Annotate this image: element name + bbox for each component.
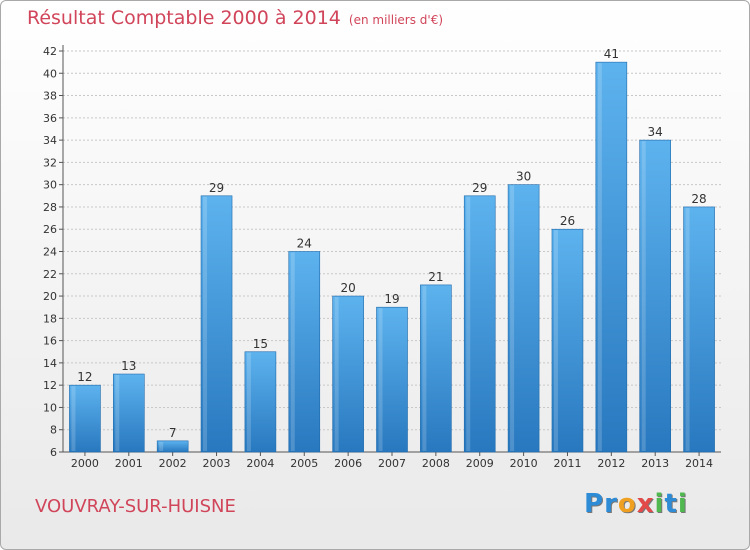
bar-highlight [246,352,251,451]
bar [507,184,540,453]
bar [69,384,101,453]
bar-value-label: 12 [77,370,92,384]
chart-subtitle: (en milliers d'€) [348,13,444,27]
x-tick-label: 2004 [246,457,274,470]
chart-title-text: Résultat Comptable 2000 à 2014 [27,7,341,29]
bar [200,195,233,453]
x-tick-label: 2009 [466,457,494,470]
bar [639,139,672,453]
x-tick-label: 2001 [115,457,143,470]
x-tick-label: 2014 [685,457,713,470]
y-tick-label: 30 [43,179,57,192]
x-tick-label: 2012 [597,457,625,470]
y-tick-label: 20 [43,290,57,303]
logo-letter: t [664,489,678,519]
bar-highlight [685,207,690,451]
x-tick-label: 2003 [203,457,231,470]
chart-title: Résultat Comptable 2000 à 2014 (en millie… [27,7,443,29]
y-tick-label: 40 [43,67,57,80]
bar [420,284,452,453]
bar-highlight [115,375,120,451]
y-tick-label: 36 [43,112,57,125]
y-tick-label: 38 [43,90,57,103]
bar-highlight [422,285,427,451]
bar-value-label: 29 [472,181,487,195]
bar-value-label: 7 [169,426,177,440]
bar-highlight [71,386,76,451]
x-tick-label: 2010 [510,457,538,470]
y-tick-label: 12 [43,379,57,392]
bar-highlight [159,441,164,451]
bar-highlight [334,297,339,451]
bar [244,351,277,453]
bar [156,440,189,453]
bar-value-label: 34 [648,125,663,139]
bar-value-label: 24 [297,237,312,251]
bar-highlight [290,252,295,451]
x-tick-label: 2000 [71,457,99,470]
x-tick-label: 2011 [553,457,581,470]
bar-value-label: 30 [516,170,531,184]
bar [683,206,715,453]
x-tick-label: 2002 [159,457,187,470]
proxiti-logo: Proxiti [584,489,688,519]
commune-name: VOUVRAY-SUR-HUISNE [35,496,236,517]
bar-value-label: 20 [340,281,355,295]
bar-value-label: 21 [428,270,443,284]
bar-value-label: 41 [604,47,619,61]
y-tick-label: 26 [43,223,57,236]
bar-highlight [553,230,558,451]
bar [595,61,628,453]
y-tick-label: 14 [43,357,57,370]
bar-highlight [203,196,208,451]
logo-letter: o [617,489,637,519]
bar-highlight [597,63,602,452]
bar-value-label: 13 [121,359,136,373]
y-tick-label: 6 [50,446,57,459]
x-tick-label: 2013 [641,457,669,470]
bar-highlight [378,308,383,451]
bar [288,251,321,453]
bar [113,373,145,453]
logo-letter: i [654,489,665,519]
y-tick-label: 28 [43,201,57,214]
axes: 6 8 10 12 14 16 18 20 22 24 26 28 30 32 34 36 38 40 42 2000… [43,45,721,470]
bar [551,228,584,453]
bar [332,295,364,453]
bar-value-label: 29 [209,181,224,195]
bar [376,306,408,453]
y-tick-label: 32 [43,156,57,169]
bar-value-label: 19 [384,292,399,306]
y-tick-label: 42 [43,45,57,58]
y-tick-label: 22 [43,268,57,281]
bar [463,195,496,453]
bars [69,61,715,453]
x-tick-label: 2006 [334,457,362,470]
x-tick-label: 2008 [422,457,450,470]
bar-value-label: 15 [253,337,268,351]
x-tick-label: 2005 [290,457,318,470]
logo-letter: P [584,489,605,519]
logo-letter: x [636,489,655,519]
bar-highlight [641,141,646,451]
y-tick-label: 34 [43,134,57,147]
x-tick-label: 2007 [378,457,406,470]
y-tick-label: 10 [43,401,57,414]
logo-letter: i [677,489,688,519]
y-tick-label: 18 [43,312,57,325]
bar-highlight [510,185,515,451]
bar-value-label: 26 [560,214,575,228]
y-tick-label: 24 [43,246,57,259]
y-tick-label: 16 [43,335,57,348]
value-labels: 12 13 7 29 15 24 20 19 21 29 30 26 41 34 28 [77,47,706,440]
y-tick-label: 8 [50,424,57,437]
bar-value-label: 28 [691,192,706,206]
bar-highlight [466,196,471,451]
logo-letter: r [604,489,618,519]
